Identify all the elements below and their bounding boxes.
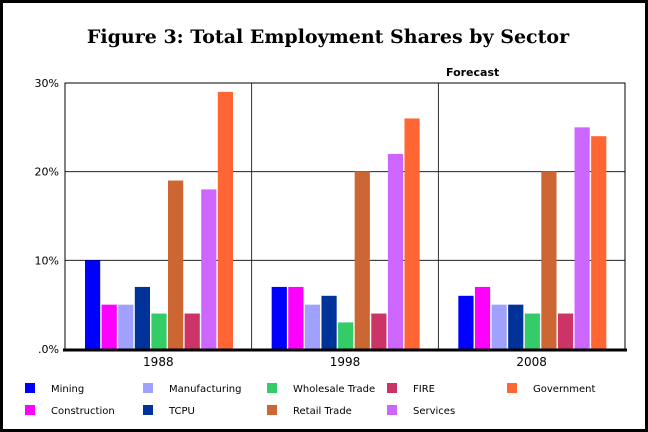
- bar: [387, 153, 404, 349]
- bar: [168, 180, 184, 349]
- legend-label: Mining: [51, 384, 84, 395]
- bar: [201, 189, 217, 349]
- category-label: 1998: [330, 355, 361, 369]
- bar: [508, 304, 524, 349]
- plot-area: .0% 10% 20% 30% 1988 1998 2008: [35, 77, 627, 369]
- legend-label: Services: [413, 406, 455, 417]
- legend-swatch: [507, 383, 517, 393]
- legend-label: Construction: [51, 406, 115, 417]
- bar: [371, 313, 387, 349]
- legend-swatch: [25, 405, 35, 415]
- y-tick-label: .0%: [38, 343, 59, 356]
- legend-swatch: [25, 383, 35, 393]
- bar: [321, 295, 337, 349]
- legend-item: Manufacturing: [143, 383, 241, 395]
- bar: [404, 118, 420, 349]
- legend-swatch: [267, 405, 277, 415]
- legend-item: Mining: [25, 383, 84, 395]
- bar: [217, 91, 233, 349]
- bar: [184, 313, 200, 349]
- bar: [591, 136, 607, 349]
- chart-title: Figure 3: Total Employment Shares by Sec…: [87, 26, 570, 48]
- category-label: 2008: [516, 355, 547, 369]
- legend-label: Government: [533, 384, 595, 395]
- bar: [491, 304, 507, 349]
- legend-item: Wholesale Trade: [267, 383, 375, 395]
- category-label: 1988: [143, 355, 174, 369]
- legend-swatch: [267, 383, 277, 393]
- bar: [151, 313, 167, 349]
- legend-label: Retail Trade: [293, 406, 352, 417]
- legend-label: Wholesale Trade: [293, 384, 375, 395]
- legend-label: FIRE: [413, 384, 435, 395]
- bar: [85, 260, 101, 349]
- bar: [574, 127, 590, 349]
- employment-shares-chart: Figure 3: Total Employment Shares by Sec…: [25, 26, 627, 417]
- bar: [338, 322, 354, 349]
- legend-item: Retail Trade: [267, 405, 352, 417]
- legend-swatch: [387, 383, 397, 393]
- bar: [101, 304, 117, 349]
- legend-swatch: [387, 405, 397, 415]
- legend-label: Manufacturing: [169, 384, 241, 395]
- y-tick-label: 10%: [35, 254, 59, 267]
- bar: [458, 295, 474, 349]
- legend-item: Services: [387, 405, 455, 417]
- bar: [557, 313, 574, 349]
- bar: [134, 286, 150, 349]
- legend-item: Construction: [25, 405, 115, 417]
- bar: [354, 171, 370, 349]
- legend-label: TCPU: [168, 406, 195, 417]
- bar: [288, 286, 304, 349]
- legend-swatch: [143, 405, 153, 415]
- legend-item: FIRE: [387, 383, 435, 395]
- legend-item: TCPU: [143, 405, 195, 417]
- y-tick-label: 30%: [35, 77, 59, 90]
- bar: [524, 313, 540, 349]
- y-tick-label: 20%: [35, 166, 59, 179]
- plot-border: [64, 82, 626, 350]
- legend: Mining Construction Manufacturing TCPU Whole…: [25, 383, 595, 417]
- bar: [118, 304, 134, 349]
- legend-item: Government: [507, 383, 595, 395]
- legend-swatch: [143, 383, 153, 393]
- bar: [474, 286, 491, 349]
- bar: [304, 304, 321, 349]
- forecast-annotation: Forecast: [446, 66, 499, 79]
- bar: [541, 171, 557, 349]
- bar: [271, 286, 287, 349]
